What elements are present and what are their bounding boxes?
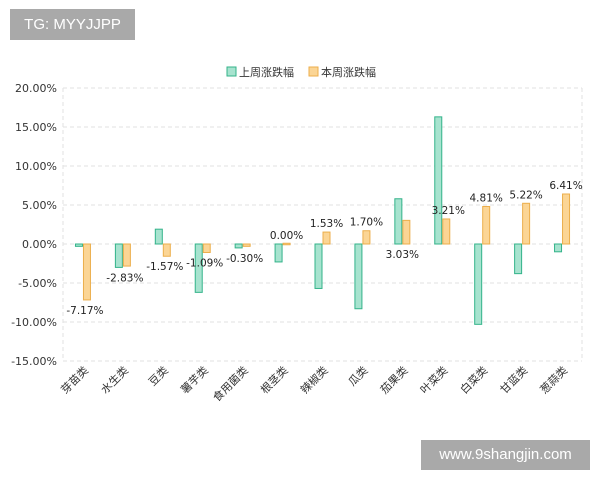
bar-last-week	[554, 243, 563, 253]
category-label: 水生类	[98, 363, 131, 396]
bar-this-week	[362, 230, 371, 245]
bar-this-week	[122, 243, 131, 267]
y-axis-ticks: 20.00% 15.00% 10.00% 5.00% 0.00% -5.00% -10.00…	[11, 82, 57, 368]
category-label: 根茎类	[257, 363, 290, 396]
bar-last-week	[314, 243, 323, 289]
y-tick-label: -10.00%	[11, 316, 57, 329]
category-label: 甘蓝类	[497, 363, 530, 396]
bar-this-week	[202, 243, 211, 254]
legend-label-this-week: 本周涨跌幅	[321, 65, 376, 79]
category-label: 白菜类	[457, 363, 490, 396]
y-tick-label: 0.00%	[22, 238, 57, 251]
category-label: 薯芋类	[178, 363, 211, 396]
bar-this-week	[402, 219, 411, 245]
bar-this-week	[82, 243, 91, 301]
data-label: 0.00%	[270, 230, 303, 242]
legend-swatch-this-week	[308, 66, 319, 77]
category-label: 葱蒜类	[537, 363, 570, 396]
bar-last-week	[274, 243, 283, 263]
bar-last-week	[114, 243, 123, 268]
data-label: -7.17%	[66, 305, 103, 317]
bar-this-week	[522, 202, 531, 245]
category-labels: 芽苗类 水生类 豆类 薯芋类 食用菌类 根茎类 辣椒类 瓜类 茄果类 叶菜类 白菜类 甘蓝类 葱蒜类	[58, 363, 570, 404]
y-tick-label: -5.00%	[18, 277, 57, 290]
category-label: 叶菜类	[417, 363, 450, 396]
data-label: 1.70%	[350, 217, 383, 229]
bar-this-week	[242, 243, 251, 247]
bar-this-week	[322, 231, 331, 245]
bar-this-week	[482, 205, 491, 245]
category-label: 食用菌类	[210, 363, 251, 404]
data-label: -2.83%	[106, 272, 143, 284]
data-label: 3.03%	[386, 249, 419, 261]
category-label: 芽苗类	[58, 363, 91, 396]
bar-last-week	[514, 243, 523, 275]
bar-this-week	[282, 242, 291, 246]
watermark-top: TG: MYYJJPP	[10, 9, 135, 40]
legend-label-last-week: 上周涨跌幅	[239, 65, 294, 79]
bar-last-week	[394, 198, 403, 245]
watermark-bottom: www.9shangjin.com	[421, 440, 590, 470]
bar-last-week	[434, 116, 443, 245]
bar-last-week	[354, 243, 363, 310]
y-tick-label: 15.00%	[15, 121, 57, 134]
data-labels: -7.17% -2.83%-1.57% -1.09% -0.30% 0.00% 1.53%…	[66, 180, 582, 317]
data-label: 1.53%	[310, 218, 343, 230]
y-tick-label: 20.00%	[15, 82, 57, 95]
category-label: 豆类	[145, 363, 170, 388]
y-tick-label: 10.00%	[15, 160, 57, 173]
data-label: -1.09%	[186, 258, 223, 270]
data-label: 6.41%	[549, 180, 582, 192]
data-label: 5.22%	[509, 189, 542, 201]
bar-last-week	[74, 243, 83, 247]
bar-this-week	[562, 193, 571, 245]
data-label: -0.30%	[226, 253, 263, 265]
data-label: 3.21%	[432, 205, 465, 217]
bar-last-week	[154, 228, 163, 245]
data-label: -1.57%	[146, 261, 183, 273]
y-tick-label: 5.00%	[22, 199, 57, 212]
bar-last-week	[194, 243, 203, 293]
legend-swatch-last-week	[226, 66, 237, 77]
bars	[74, 116, 571, 325]
category-label: 茄果类	[377, 363, 410, 396]
data-label: 4.81%	[470, 192, 503, 204]
bar-this-week	[442, 218, 451, 245]
legend: 上周涨跌幅 本周涨跌幅	[226, 65, 376, 79]
bar-last-week	[234, 243, 243, 249]
bar-this-week	[162, 243, 171, 257]
category-label: 瓜类	[345, 363, 370, 388]
category-label: 辣椒类	[297, 363, 330, 396]
bar-last-week	[474, 243, 483, 325]
y-tick-label: -15.00%	[11, 355, 57, 368]
